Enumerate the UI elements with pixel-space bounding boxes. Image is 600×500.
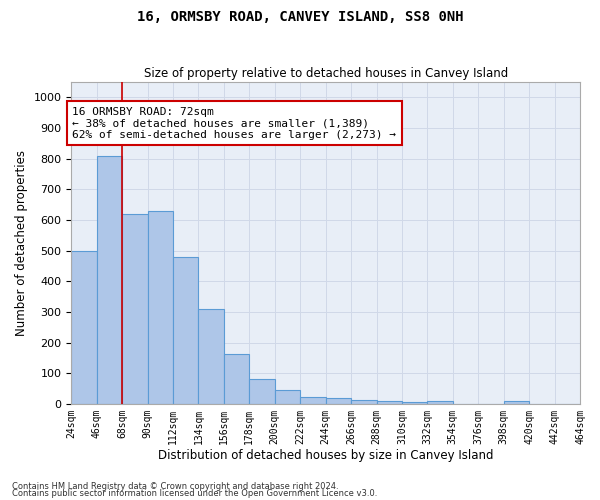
Bar: [275, 390, 300, 404]
Text: Contains HM Land Registry data © Crown copyright and database right 2024.: Contains HM Land Registry data © Crown c…: [12, 482, 338, 491]
Bar: [97, 156, 122, 404]
Bar: [148, 211, 173, 404]
Bar: [402, 402, 427, 404]
Bar: [199, 309, 224, 404]
Y-axis label: Number of detached properties: Number of detached properties: [15, 150, 28, 336]
Bar: [351, 400, 377, 404]
Bar: [250, 380, 275, 404]
Title: Size of property relative to detached houses in Canvey Island: Size of property relative to detached ho…: [143, 66, 508, 80]
X-axis label: Distribution of detached houses by size in Canvey Island: Distribution of detached houses by size …: [158, 450, 493, 462]
Text: 16, ORMSBY ROAD, CANVEY ISLAND, SS8 0NH: 16, ORMSBY ROAD, CANVEY ISLAND, SS8 0NH: [137, 10, 463, 24]
Bar: [122, 214, 148, 404]
Bar: [173, 256, 199, 404]
Bar: [224, 354, 250, 404]
Text: 16 ORMSBY ROAD: 72sqm
← 38% of detached houses are smaller (1,389)
62% of semi-d: 16 ORMSBY ROAD: 72sqm ← 38% of detached …: [73, 106, 397, 140]
Bar: [503, 401, 529, 404]
Bar: [377, 401, 402, 404]
Bar: [427, 401, 453, 404]
Bar: [326, 398, 351, 404]
Bar: [71, 250, 97, 404]
Bar: [300, 397, 326, 404]
Text: Contains public sector information licensed under the Open Government Licence v3: Contains public sector information licen…: [12, 489, 377, 498]
